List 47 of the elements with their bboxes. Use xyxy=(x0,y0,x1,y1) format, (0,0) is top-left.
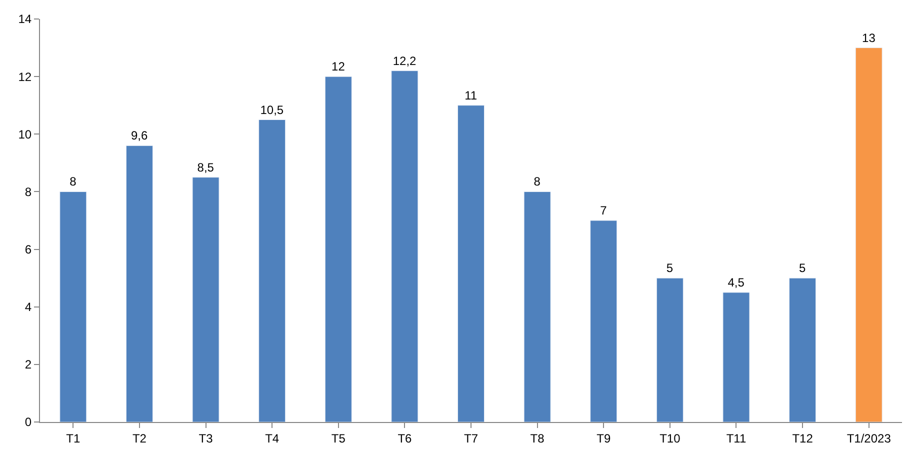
x-tick-label: T2 xyxy=(132,431,147,446)
x-tick-label: T4 xyxy=(265,431,280,446)
y-tick-label: 10 xyxy=(18,127,32,142)
data-label: 12 xyxy=(332,60,346,74)
bar xyxy=(391,70,418,422)
bar xyxy=(524,191,551,422)
x-tick-label: T3 xyxy=(198,431,214,446)
data-label: 13 xyxy=(862,30,876,45)
bar xyxy=(258,120,286,422)
data-label: 8,5 xyxy=(197,160,214,174)
x-tick-label: T10 xyxy=(660,431,681,446)
x-tick-label: T7 xyxy=(464,431,478,446)
bar xyxy=(126,145,153,422)
data-label: 7 xyxy=(600,204,608,218)
x-tick-label: T12 xyxy=(792,431,814,446)
data-label: 5 xyxy=(799,261,806,276)
data-label: 8 xyxy=(70,174,77,189)
data-label: 12,2 xyxy=(392,54,417,68)
data-label: 5 xyxy=(666,261,674,276)
bar xyxy=(855,48,882,422)
y-tick-label: 12 xyxy=(18,70,32,84)
data-label: 11 xyxy=(464,88,478,102)
y-tick-label: 6 xyxy=(24,242,32,256)
bar xyxy=(722,292,750,422)
data-label: 10,5 xyxy=(260,102,284,117)
y-tick-label: 2 xyxy=(24,358,32,372)
x-tick-label: T1 xyxy=(66,431,80,446)
data-label: 4,5 xyxy=(728,275,745,290)
y-tick-label: 14 xyxy=(18,12,32,26)
y-tick-label: 0 xyxy=(24,415,32,430)
x-tick-label: T9 xyxy=(596,431,611,446)
y-tick-label: 8 xyxy=(24,184,32,199)
x-tick-label: T5 xyxy=(331,431,346,446)
y-tick-label: 4 xyxy=(24,300,32,314)
data-label: 9,6 xyxy=(130,128,148,143)
bar xyxy=(192,177,220,422)
x-tick-label: T6 xyxy=(398,431,412,446)
x-tick-label: T11 xyxy=(726,431,746,446)
bar xyxy=(457,105,485,422)
bar xyxy=(656,278,684,422)
bar xyxy=(789,278,816,422)
x-tick-label: T8 xyxy=(530,431,545,446)
data-label: 8 xyxy=(534,174,541,189)
x-tick-label: T1/2023 xyxy=(846,431,892,446)
bar xyxy=(324,76,352,422)
bar xyxy=(590,220,618,422)
bar xyxy=(60,191,87,422)
